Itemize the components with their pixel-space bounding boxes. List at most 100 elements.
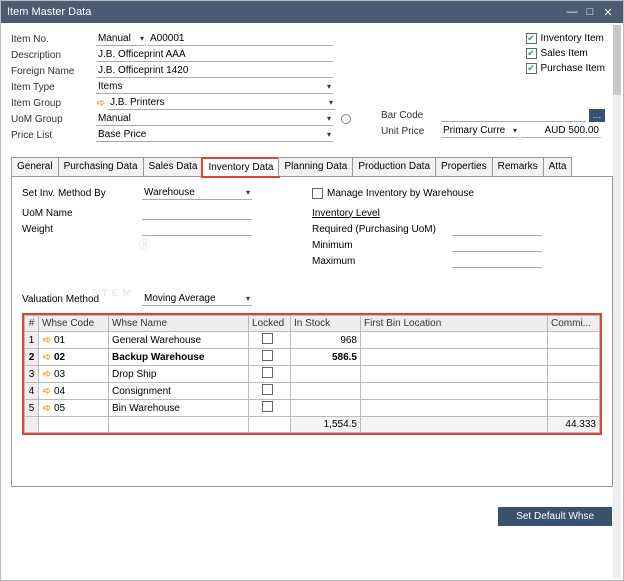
row-bin[interactable]: [361, 366, 548, 383]
row-comm: [548, 366, 600, 383]
item-type-label: Item Type: [11, 82, 96, 93]
item-no-field[interactable]: A00001: [148, 32, 333, 46]
uom-group-select[interactable]: Manual: [96, 112, 333, 126]
uom-name-label: UoM Name: [22, 208, 142, 219]
col-num[interactable]: #: [25, 316, 39, 332]
inventory-item-checkbox[interactable]: ✔: [526, 33, 537, 44]
link-arrow-icon[interactable]: ➪: [42, 386, 52, 397]
row-code[interactable]: ➪02: [39, 349, 109, 366]
uom-name-field[interactable]: [142, 206, 252, 220]
purchase-item-checkbox[interactable]: ✔: [526, 63, 537, 74]
tab-sales[interactable]: Sales Data: [143, 157, 204, 176]
item-no-mode[interactable]: Manual: [96, 32, 146, 46]
row-name[interactable]: Drop Ship: [109, 366, 249, 383]
locked-checkbox[interactable]: [262, 384, 273, 395]
item-type-select[interactable]: Items: [96, 80, 333, 94]
row-num: 5: [25, 400, 39, 417]
col-locked[interactable]: Locked: [249, 316, 291, 332]
minimum-field[interactable]: [452, 238, 542, 252]
row-name[interactable]: Consignment: [109, 383, 249, 400]
row-stock: [291, 366, 361, 383]
row-bin[interactable]: [361, 400, 548, 417]
required-field[interactable]: [452, 222, 542, 236]
valuation-method-select[interactable]: Moving Average: [142, 292, 252, 306]
link-arrow-icon[interactable]: ➪: [96, 98, 106, 109]
set-default-whse-button[interactable]: Set Default Whse: [498, 507, 612, 526]
maximize-button[interactable]: □: [581, 6, 599, 18]
table-row[interactable]: 5➪05Bin Warehouse: [25, 400, 600, 417]
barcode-field[interactable]: [441, 108, 586, 122]
window-scrollbar[interactable]: [613, 25, 621, 578]
purchase-item-label: Purchase Item: [541, 63, 605, 74]
maximum-label: Maximum: [312, 256, 452, 267]
tab-inventory[interactable]: Inventory Data: [202, 158, 279, 177]
minimize-button[interactable]: —: [563, 6, 581, 18]
row-num: 3: [25, 366, 39, 383]
col-name[interactable]: Whse Name: [109, 316, 249, 332]
tab-planning[interactable]: Planning Data: [278, 157, 353, 176]
col-comm[interactable]: Commi...: [548, 316, 600, 332]
barcode-ellipsis-button[interactable]: …: [589, 109, 605, 122]
row-code[interactable]: ➪01: [39, 332, 109, 349]
locked-checkbox[interactable]: [262, 333, 273, 344]
col-instock[interactable]: In Stock: [291, 316, 361, 332]
weight-field[interactable]: [142, 222, 252, 236]
row-locked[interactable]: [249, 383, 291, 400]
link-arrow-icon[interactable]: ➪: [42, 369, 52, 380]
manage-by-whse-checkbox[interactable]: [312, 188, 323, 199]
unit-price-field[interactable]: AUD 500.00: [521, 124, 601, 138]
row-num: 2: [25, 349, 39, 366]
col-bin[interactable]: First Bin Location: [361, 316, 548, 332]
inventory-item-label: Inventory Item: [541, 33, 604, 44]
tab-purchasing[interactable]: Purchasing Data: [58, 157, 144, 176]
unit-price-currency[interactable]: Primary Curre: [441, 124, 519, 138]
row-name[interactable]: Backup Warehouse: [109, 349, 249, 366]
row-code[interactable]: ➪05: [39, 400, 109, 417]
table-row[interactable]: 2➪02Backup Warehouse586.5: [25, 349, 600, 366]
row-bin[interactable]: [361, 332, 548, 349]
tab-bar: General Purchasing Data Sales Data Inven…: [11, 157, 613, 177]
row-code[interactable]: ➪03: [39, 366, 109, 383]
row-bin[interactable]: [361, 383, 548, 400]
item-group-select[interactable]: J.B. Printers: [108, 96, 335, 110]
row-locked[interactable]: [249, 366, 291, 383]
col-code[interactable]: Whse Code: [39, 316, 109, 332]
tab-general[interactable]: General: [11, 157, 59, 176]
row-num: 4: [25, 383, 39, 400]
row-comm: [548, 383, 600, 400]
locked-checkbox[interactable]: [262, 401, 273, 412]
row-locked[interactable]: [249, 349, 291, 366]
inventory-level-title: Inventory Level: [312, 208, 380, 219]
tab-attachments[interactable]: Atta: [543, 157, 573, 176]
sales-item-checkbox[interactable]: ✔: [526, 48, 537, 59]
row-locked[interactable]: [249, 332, 291, 349]
row-name[interactable]: Bin Warehouse: [109, 400, 249, 417]
description-field[interactable]: J.B. Officeprint AAA: [96, 48, 333, 62]
row-locked[interactable]: [249, 400, 291, 417]
link-arrow-icon[interactable]: ➪: [42, 352, 52, 363]
set-inv-method-select[interactable]: Warehouse: [142, 186, 252, 200]
locked-checkbox[interactable]: [262, 367, 273, 378]
inventory-tab-body: Set Inv. Method By Warehouse Manage Inve…: [11, 177, 613, 487]
table-row[interactable]: 4➪04Consignment: [25, 383, 600, 400]
price-list-label: Price List: [11, 130, 96, 141]
table-row[interactable]: 1➪01General Warehouse968: [25, 332, 600, 349]
row-bin[interactable]: [361, 349, 548, 366]
link-arrow-icon[interactable]: ➪: [42, 403, 52, 414]
row-code[interactable]: ➪04: [39, 383, 109, 400]
tab-properties[interactable]: Properties: [435, 157, 493, 176]
link-arrow-icon[interactable]: ➪: [42, 335, 52, 346]
scrollbar-thumb[interactable]: [613, 25, 621, 95]
row-name[interactable]: General Warehouse: [109, 332, 249, 349]
tab-production[interactable]: Production Data: [352, 157, 436, 176]
foreign-name-field[interactable]: J.B. Officeprint 1420: [96, 64, 333, 78]
close-button[interactable]: ✕: [599, 6, 617, 19]
price-list-select[interactable]: Base Price: [96, 128, 333, 142]
minimum-label: Minimum: [312, 240, 452, 251]
locked-checkbox[interactable]: [262, 350, 273, 361]
set-inv-method-label: Set Inv. Method By: [22, 188, 142, 199]
table-row[interactable]: 3➪03Drop Ship: [25, 366, 600, 383]
maximum-field[interactable]: [452, 254, 542, 268]
uom-circle-icon[interactable]: [341, 114, 351, 124]
tab-remarks[interactable]: Remarks: [492, 157, 544, 176]
